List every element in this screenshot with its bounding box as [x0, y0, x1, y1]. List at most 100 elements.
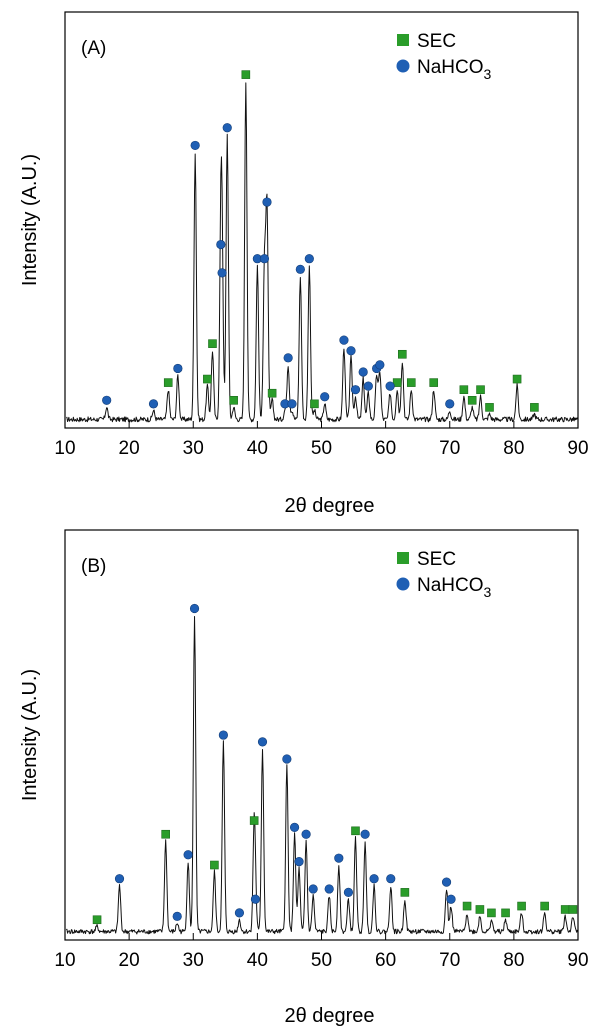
sec-peak-marker — [459, 385, 469, 394]
panel-label: (A) — [81, 38, 106, 59]
nahco3-peak-marker — [282, 754, 292, 764]
nahco3-peak-marker — [320, 392, 330, 402]
x-tick-label: 40 — [247, 438, 268, 459]
diffraction-trace — [66, 82, 578, 423]
nahco3-peak-marker — [218, 730, 228, 740]
sec-peak-marker — [161, 829, 170, 839]
nahco3-peak-marker — [446, 894, 456, 904]
x-tick-label: 70 — [439, 950, 460, 971]
sec-peak-marker — [476, 385, 485, 394]
y-axis-label: Intensity (A.U.) — [19, 669, 41, 801]
x-tick-label: 50 — [311, 950, 332, 971]
diffraction-trace — [65, 615, 578, 935]
x-tick-label: 90 — [567, 950, 588, 971]
sec-peak-marker — [406, 378, 416, 387]
nahco3-peak-marker — [339, 335, 349, 345]
nahco3-peak-marker — [148, 399, 159, 409]
sec-peak-marker — [92, 915, 102, 925]
sec-peak-marker — [310, 399, 319, 409]
x-tick-label: 10 — [54, 950, 75, 971]
sec-peak-marker — [392, 378, 402, 387]
sec-peak-marker — [249, 816, 259, 825]
sec-peak-marker — [429, 378, 439, 387]
sec-peak-marker — [397, 349, 407, 359]
sec-peak-marker — [467, 395, 477, 405]
nahco3-peak-marker — [343, 887, 354, 897]
x-tick-label: 20 — [119, 950, 140, 971]
x-tick-label: 10 — [54, 438, 75, 459]
nahco3-peak-marker — [289, 822, 300, 833]
panel-label: (B) — [81, 556, 106, 577]
nahco3-peak-marker — [114, 874, 125, 884]
nahco3-peak-marker — [346, 346, 356, 356]
legend-nahco3-marker — [396, 59, 410, 73]
sec-peak-marker — [462, 901, 472, 911]
nahco3-peak-marker — [360, 829, 370, 839]
nahco3-peak-marker — [283, 353, 293, 363]
sec-peak-marker — [560, 905, 570, 914]
legend-label: SEC — [417, 549, 456, 570]
nahco3-peak-marker — [358, 367, 368, 377]
nahco3-peak-marker — [189, 603, 200, 614]
sec-peak-marker — [241, 70, 251, 79]
legend-label: NaHCO3 — [417, 57, 492, 82]
chart-panel-b: 10 20 30 40 50 60 70 80 90 2θ degree Intensity (A.… — [19, 529, 589, 1027]
nahco3-peak-marker — [369, 874, 379, 884]
x-tick-label: 50 — [311, 438, 332, 459]
x-tick-label: 80 — [503, 950, 524, 971]
x-tick-label: 70 — [439, 438, 460, 459]
sec-peak-marker — [267, 388, 277, 398]
nahco3-peak-marker — [445, 399, 455, 409]
nahco3-peak-marker — [386, 874, 396, 884]
sec-peak-marker — [203, 374, 212, 384]
x-tick-label: 30 — [183, 438, 204, 459]
plot-frame — [64, 11, 579, 429]
legend-sec-marker — [397, 34, 409, 46]
nahco3-peak-marker — [234, 908, 245, 918]
sec-peak-marker — [163, 378, 173, 387]
sec-peak-marker — [400, 888, 410, 897]
sec-peak-marker — [568, 905, 578, 914]
nahco3-peak-marker — [262, 197, 272, 207]
x-tick-label: 80 — [503, 438, 524, 459]
sec-peak-marker — [487, 908, 496, 918]
sec-peak-marker — [501, 908, 510, 918]
sec-peak-marker — [530, 403, 539, 412]
nahco3-peak-marker — [363, 381, 373, 391]
sec-peak-marker — [517, 901, 526, 911]
sec-peak-marker — [210, 860, 219, 870]
x-tick-label: 20 — [119, 438, 140, 459]
nahco3-peak-marker — [304, 254, 314, 264]
nahco3-peak-marker — [217, 268, 227, 278]
sec-peak-marker — [475, 905, 485, 914]
nahco3-peak-marker — [259, 254, 270, 264]
nahco3-peak-marker — [257, 737, 268, 747]
nahco3-peak-marker — [441, 877, 452, 887]
nahco3-peak-marker — [385, 381, 395, 391]
nahco3-peak-marker — [350, 385, 361, 395]
x-tick-label: 40 — [247, 950, 268, 971]
nahco3-peak-marker — [287, 399, 297, 409]
nahco3-peak-marker — [295, 264, 305, 274]
x-tick-label: 60 — [375, 438, 396, 459]
nahco3-peak-marker — [172, 911, 182, 921]
sec-peak-marker — [229, 395, 238, 405]
nahco3-peak-marker — [222, 123, 232, 133]
legend-nahco3-marker — [396, 577, 410, 591]
x-axis-label: 2θ degree — [284, 495, 374, 517]
sec-peak-marker — [485, 403, 494, 412]
nahco3-peak-marker — [216, 239, 226, 250]
x-axis-label: 2θ degree — [284, 1005, 374, 1027]
legend-label: SEC — [417, 31, 456, 52]
nahco3-peak-marker — [334, 853, 344, 863]
plot-frame — [64, 529, 579, 941]
sec-peak-marker — [208, 339, 217, 348]
sec-peak-marker — [512, 374, 522, 384]
nahco3-peak-marker — [183, 850, 193, 860]
sec-peak-marker — [351, 826, 360, 836]
nahco3-peak-marker — [250, 894, 261, 904]
nahco3-peak-marker — [308, 884, 318, 894]
x-tick-label: 30 — [183, 950, 204, 971]
nahco3-peak-marker — [190, 140, 200, 151]
